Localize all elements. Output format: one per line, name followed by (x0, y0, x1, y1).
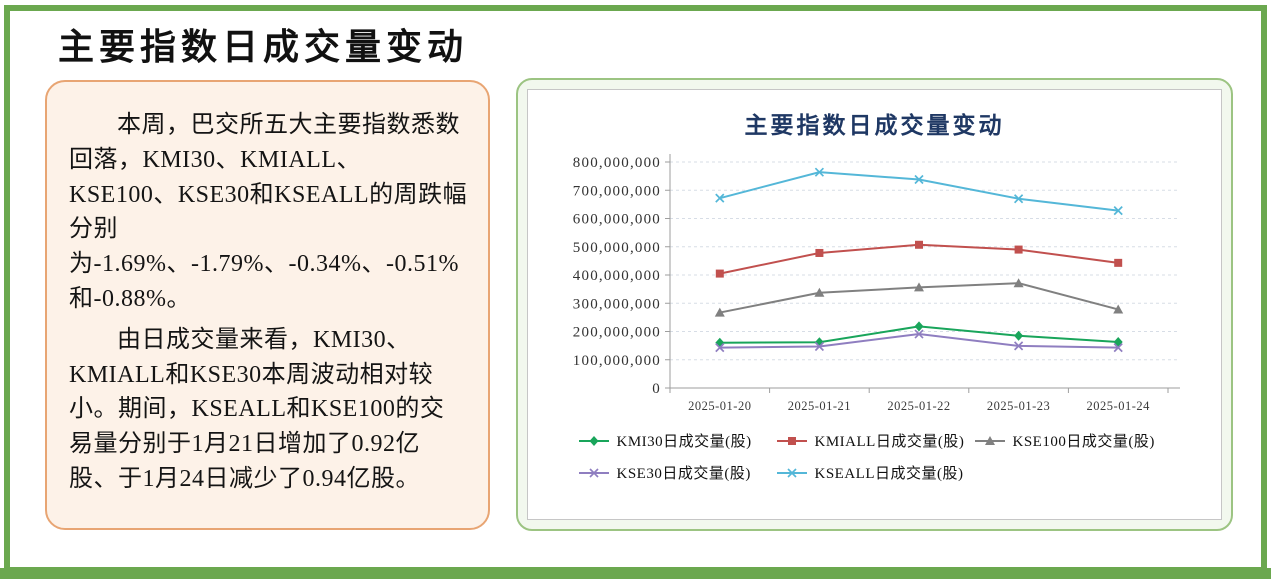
legend-item-kmi30: KMI30日成交量(股) (578, 430, 776, 451)
x-axis-label: 2025-01-20 (688, 399, 751, 413)
legend-marker-glyph (787, 436, 796, 445)
y-axis-label: 400,000,000 (572, 268, 660, 284)
legend-item-kmiall: KMIALL日成交量(股) (776, 430, 974, 451)
chart-panel: 主要指数日成交量变动 0 100,000,000 200,000,000 300,00… (516, 78, 1233, 531)
data-point-marker (914, 240, 923, 249)
x-axis-label: 2025-01-22 (887, 399, 950, 413)
chart-card: 主要指数日成交量变动 0 100,000,000 200,000,000 300,00… (527, 89, 1222, 520)
commentary-paragraph-1: 本周，巴交所五大主要指数悉数回落，KMI30、KMIALL、KSE100、KSE… (69, 112, 468, 312)
legend-label: KMI30日成交量(股) (616, 434, 752, 450)
y-axis-label: 800,000,000 (572, 155, 660, 171)
y-axis-label: 100,000,000 (572, 353, 660, 369)
y-axis-label: 0 (652, 381, 661, 397)
series-line (719, 243, 1118, 275)
page-title: 主要指数日成交量变动 (58, 27, 469, 67)
legend-item-kseall: KSEALL日成交量(股) (776, 462, 974, 483)
data-point-marker (1013, 330, 1023, 341)
legend-marker-icon (578, 467, 609, 478)
legend-marker-glyph (984, 435, 995, 445)
volume-line-chart: 0 100,000,000 200,000,000 300,000,000 400,00… (572, 154, 1180, 413)
chart-title: 主要指数日成交量变动 (744, 113, 1005, 138)
x-axis-label: 2025-01-24 (1086, 399, 1150, 413)
x-axis-label: 2025-01-21 (787, 399, 850, 413)
legend-marker-icon (776, 436, 807, 445)
legend-label: KSEALL日成交量(股) (814, 466, 964, 482)
legend-marker-glyph (588, 467, 599, 478)
data-point-marker (1113, 205, 1123, 216)
x-axis-label: 2025-01-23 (986, 399, 1049, 413)
legend-marker-glyph (786, 467, 797, 478)
series-line (719, 333, 1118, 349)
legend-label: KSE30日成交量(股) (616, 466, 751, 482)
legend-marker-icon (776, 467, 807, 478)
data-point-marker (913, 174, 924, 185)
data-point-marker (1013, 194, 1023, 204)
data-point-marker (1014, 245, 1023, 254)
data-point-marker (1013, 278, 1024, 288)
legend-label: KMIALL日成交量(股) (814, 434, 965, 450)
series-KSE100日成交量(股) (714, 278, 1123, 317)
data-point-marker (1113, 258, 1122, 267)
y-axis-label: 700,000,000 (572, 183, 660, 199)
commentary-paragraph-2: 由日成交量来看，KMI30、KMIALL和KSE30本周波动相对较小。期间，KS… (69, 326, 445, 492)
data-point-marker (714, 337, 724, 348)
data-point-marker (913, 282, 924, 292)
y-axis-label: 200,000,000 (572, 325, 660, 341)
legend-item-kse30: KSE30日成交量(股) (578, 462, 776, 483)
data-point-marker (1013, 341, 1023, 351)
legend-marker-icon (974, 435, 1005, 445)
data-point-marker (1112, 304, 1123, 314)
chart-legend: KMI30日成交量(股) KMIALL日成交量(股) KSE100日成交量(股) KS… (578, 430, 1172, 483)
y-axis-label: 300,000,000 (572, 296, 660, 312)
series-KSEALL日成交量(股) (714, 167, 1123, 216)
data-point-marker (813, 287, 824, 297)
y-axis-label: 500,000,000 (572, 240, 660, 256)
data-point-marker (814, 341, 824, 352)
series-line (719, 171, 1118, 212)
data-point-marker (913, 329, 924, 339)
data-point-marker (914, 321, 923, 332)
commentary-box: 本周，巴交所五大主要指数悉数回落，KMI30、KMIALL、KSE100、KSE… (45, 80, 490, 530)
data-point-marker (714, 343, 724, 353)
legend-marker-glyph (589, 435, 598, 446)
bottom-bar (0, 568, 1271, 579)
legend-marker-icon (578, 435, 609, 446)
legend-item-kse100: KSE100日成交量(股) (974, 430, 1172, 451)
data-point-marker (715, 269, 724, 278)
data-point-marker (714, 307, 725, 317)
y-axis-label: 600,000,000 (572, 212, 660, 228)
series-KMIALL日成交量(股) (715, 240, 1122, 278)
data-point-marker (814, 167, 824, 177)
series-KSE30日成交量(股) (714, 329, 1123, 353)
data-point-marker (714, 193, 724, 203)
data-point-marker (1113, 343, 1123, 353)
data-point-marker (814, 248, 823, 257)
legend-label: KSE100日成交量(股) (1012, 434, 1155, 450)
